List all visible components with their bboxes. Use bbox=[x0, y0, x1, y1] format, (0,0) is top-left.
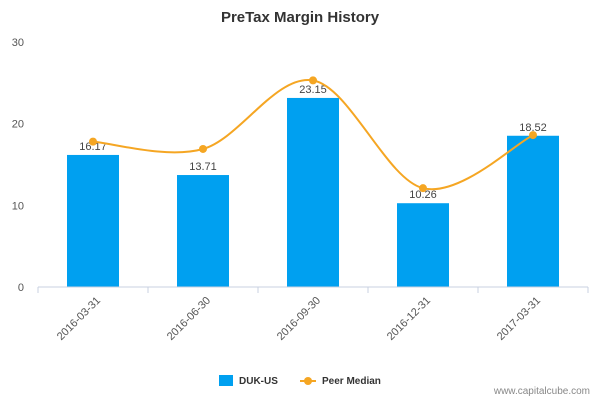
y-axis: 0 10 20 30 bbox=[12, 37, 24, 294]
bar bbox=[67, 154, 119, 287]
legend-label-duk: DUK-US bbox=[239, 376, 278, 387]
bar bbox=[507, 135, 559, 287]
credit-text: www.capitalcube.com bbox=[493, 386, 590, 397]
x-axis: 2016-03-31 2016-06-30 2016-09-30 2016-12-31… bbox=[37, 286, 589, 343]
line-series bbox=[89, 76, 537, 193]
y-tick-label: 10 bbox=[12, 200, 24, 212]
bar bbox=[177, 175, 229, 287]
x-tick-label: 2016-09-30 bbox=[275, 295, 323, 343]
y-tick-label: 30 bbox=[12, 37, 24, 49]
bar-data-label: 10.26 bbox=[409, 189, 437, 201]
bar-series: 16.17 13.71 23.15 10.26 18.52 bbox=[67, 84, 559, 287]
legend: DUK-US Peer Median bbox=[219, 375, 381, 387]
x-tick-label: 2017-03-31 bbox=[495, 295, 543, 343]
chart-title: PreTax Margin History bbox=[221, 9, 380, 26]
peer-median-point bbox=[89, 137, 97, 146]
x-tick-label: 2016-06-30 bbox=[165, 295, 213, 343]
x-tick-label: 2016-03-31 bbox=[55, 295, 103, 343]
legend-swatch-peer-marker bbox=[304, 377, 312, 385]
bar-data-label: 23.15 bbox=[299, 84, 327, 96]
legend-swatch-duk bbox=[219, 375, 233, 386]
bar-data-label: 18.52 bbox=[519, 122, 547, 134]
bar bbox=[287, 97, 339, 287]
x-tick-label: 2016-12-31 bbox=[385, 295, 433, 343]
y-tick-label: 0 bbox=[18, 282, 24, 294]
peer-median-point bbox=[419, 184, 427, 193]
peer-median-point bbox=[199, 144, 207, 153]
bar-data-label: 16.17 bbox=[79, 141, 107, 153]
bar-data-label: 13.71 bbox=[189, 161, 217, 173]
bar bbox=[397, 203, 449, 287]
y-tick-label: 20 bbox=[12, 119, 24, 131]
peer-median-point bbox=[309, 76, 317, 85]
legend-label-peer: Peer Median bbox=[322, 376, 381, 387]
peer-median-point bbox=[529, 131, 537, 140]
